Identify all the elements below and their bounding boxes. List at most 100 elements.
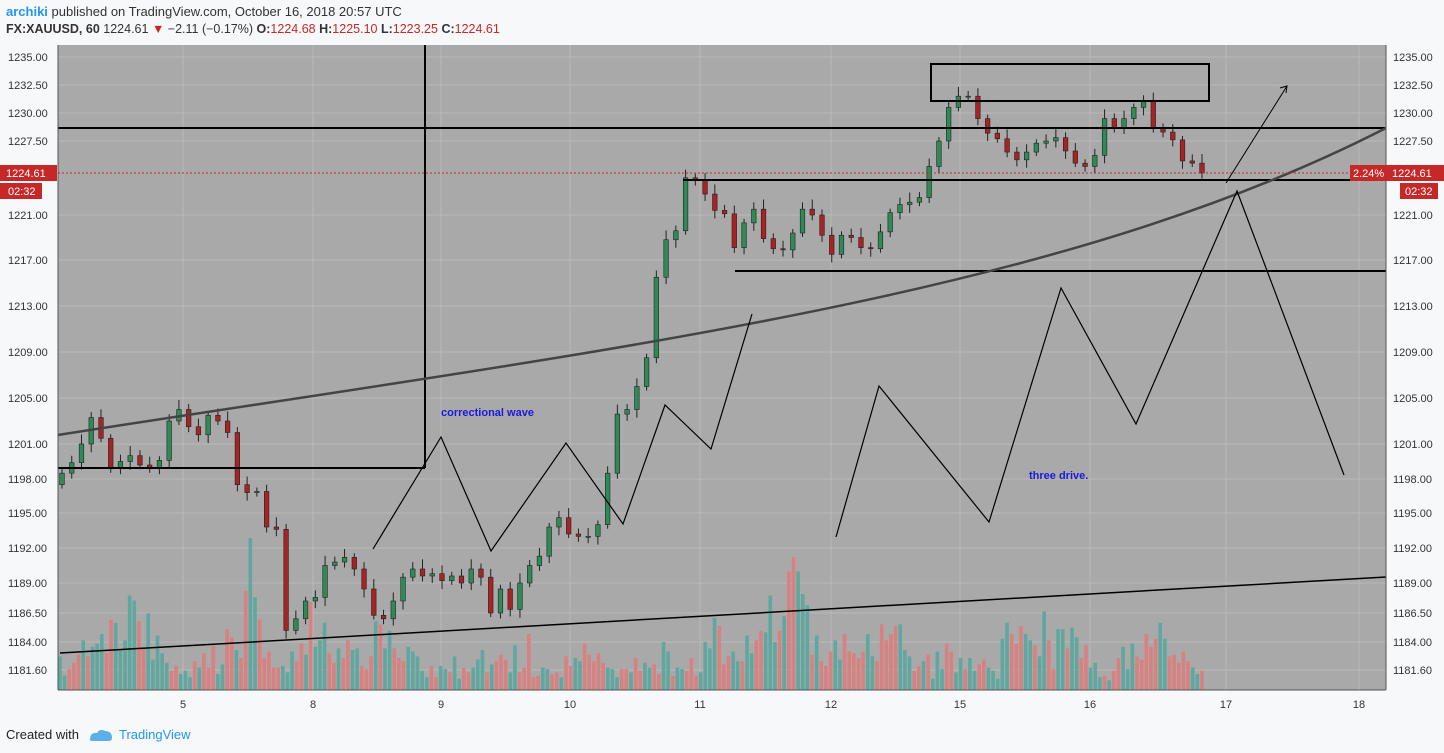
candle-body — [137, 455, 143, 466]
volume-bar — [67, 669, 72, 690]
volume-bar — [123, 640, 127, 690]
candle-body — [517, 582, 523, 610]
volume-bar — [735, 661, 740, 690]
created-with-text: Created with — [6, 727, 79, 742]
candle-body — [234, 432, 240, 485]
left-tick-label: 1186.50 — [8, 608, 47, 620]
volume-bar — [619, 669, 624, 690]
candle-body — [1082, 162, 1088, 167]
time-tick-label: 15 — [954, 699, 966, 711]
volume-bar — [90, 646, 95, 690]
time-axis[interactable]: 5 8 9 10 11 12 15 16 17 18 — [58, 689, 1386, 711]
volume-bar — [58, 656, 62, 690]
volume-bar — [1014, 643, 1019, 690]
candle-body — [156, 460, 163, 468]
left-tick-label: 1235.00 — [8, 52, 48, 64]
volume-bar — [332, 662, 336, 690]
candle-body — [536, 555, 543, 566]
candle-body — [215, 414, 221, 422]
symbol-name: FX:XAUUSD, 60 — [6, 22, 100, 36]
volume-bar — [963, 669, 968, 690]
left-tick-label: 1195.00 — [8, 508, 47, 520]
volume-bar — [476, 659, 480, 690]
tradingview-link[interactable]: TradingView — [118, 727, 191, 742]
author-link[interactable]: archiki — [6, 4, 48, 19]
volume-bar — [155, 635, 160, 690]
volume-bar — [81, 640, 86, 690]
volume-bar — [796, 571, 800, 690]
volume-bar — [113, 622, 118, 690]
right-countdown-tag — [1400, 183, 1438, 199]
high-label: H: — [319, 22, 333, 36]
left-tick-label: 1189.00 — [8, 578, 47, 590]
volume-bar — [508, 672, 513, 690]
volume-bar — [824, 666, 828, 690]
left-tick-label: 1213.00 — [8, 301, 48, 313]
left-price-tag — [0, 165, 57, 181]
candle-body — [361, 568, 367, 590]
volume-bar — [536, 675, 540, 690]
volume-bar — [373, 621, 378, 690]
candle-body — [595, 524, 601, 537]
volume-bar — [666, 651, 670, 690]
volume-bar — [99, 634, 104, 690]
volume-bar — [740, 661, 745, 690]
volume-bar — [1200, 670, 1204, 690]
volume-bar — [118, 650, 123, 690]
volume-bar — [550, 674, 554, 690]
left-price-axis[interactable]: 1235.00 1232.50 1230.00 1227.50 1221.00 1217.… — [8, 45, 59, 690]
arrow-head-icon — [1279, 85, 1288, 94]
candle-body — [965, 95, 971, 98]
volume-bar — [1098, 677, 1102, 690]
volume-bar — [462, 667, 466, 690]
volume-bar — [787, 571, 791, 690]
candle-body — [380, 615, 387, 620]
candle-body — [283, 529, 289, 631]
left-tick-label: 1198.00 — [8, 474, 47, 486]
volume-bar — [489, 664, 494, 690]
volume-bar — [624, 669, 629, 690]
volume-bar — [1102, 675, 1107, 690]
price-tags: 1224.61 02:32 2.24% 1224.61 02:32 — [0, 165, 1444, 199]
volume-bar — [401, 661, 406, 690]
volume-bar — [132, 600, 137, 690]
volume-bar — [178, 674, 183, 690]
volume-bar — [267, 651, 271, 690]
volume-bar — [1047, 640, 1051, 690]
candle-body — [439, 573, 445, 581]
three-drive-label: three drive. — [1029, 470, 1088, 482]
correctional-wave-line — [372, 313, 753, 553]
candle-body — [975, 95, 981, 119]
volume-bar — [610, 669, 615, 690]
volume-bar — [1074, 637, 1079, 690]
right-price-axis[interactable]: 1235.00 1232.50 1230.00 1227.50 1221.00 1217.… — [1385, 45, 1433, 690]
candle-body — [556, 517, 562, 528]
candle-body — [312, 597, 318, 602]
candle-body — [848, 234, 854, 238]
volume-bar — [220, 664, 225, 690]
volume-bar — [392, 648, 397, 690]
volume-bar — [596, 653, 601, 690]
candle-body — [712, 193, 718, 211]
volume-bar — [1130, 643, 1135, 690]
volume-bar — [540, 667, 545, 690]
volume-bar — [944, 643, 949, 690]
volume-bar — [684, 670, 689, 690]
candle-body — [1062, 137, 1069, 152]
volume-bar — [1116, 658, 1121, 690]
volume-bar — [629, 672, 633, 690]
candle-body — [546, 526, 552, 557]
volume-bar — [954, 672, 958, 690]
candle-body — [78, 443, 85, 463]
right-tick-label: 1217.00 — [1393, 255, 1433, 267]
candle-body — [117, 461, 124, 468]
plot-area — [58, 45, 1386, 690]
candle-body — [322, 565, 328, 598]
volume-bar — [531, 677, 536, 690]
volume-bar — [1181, 651, 1186, 690]
volume-bar — [137, 621, 141, 690]
candle-body — [819, 214, 825, 236]
volume-bar — [986, 667, 991, 690]
candle-body — [400, 576, 406, 602]
